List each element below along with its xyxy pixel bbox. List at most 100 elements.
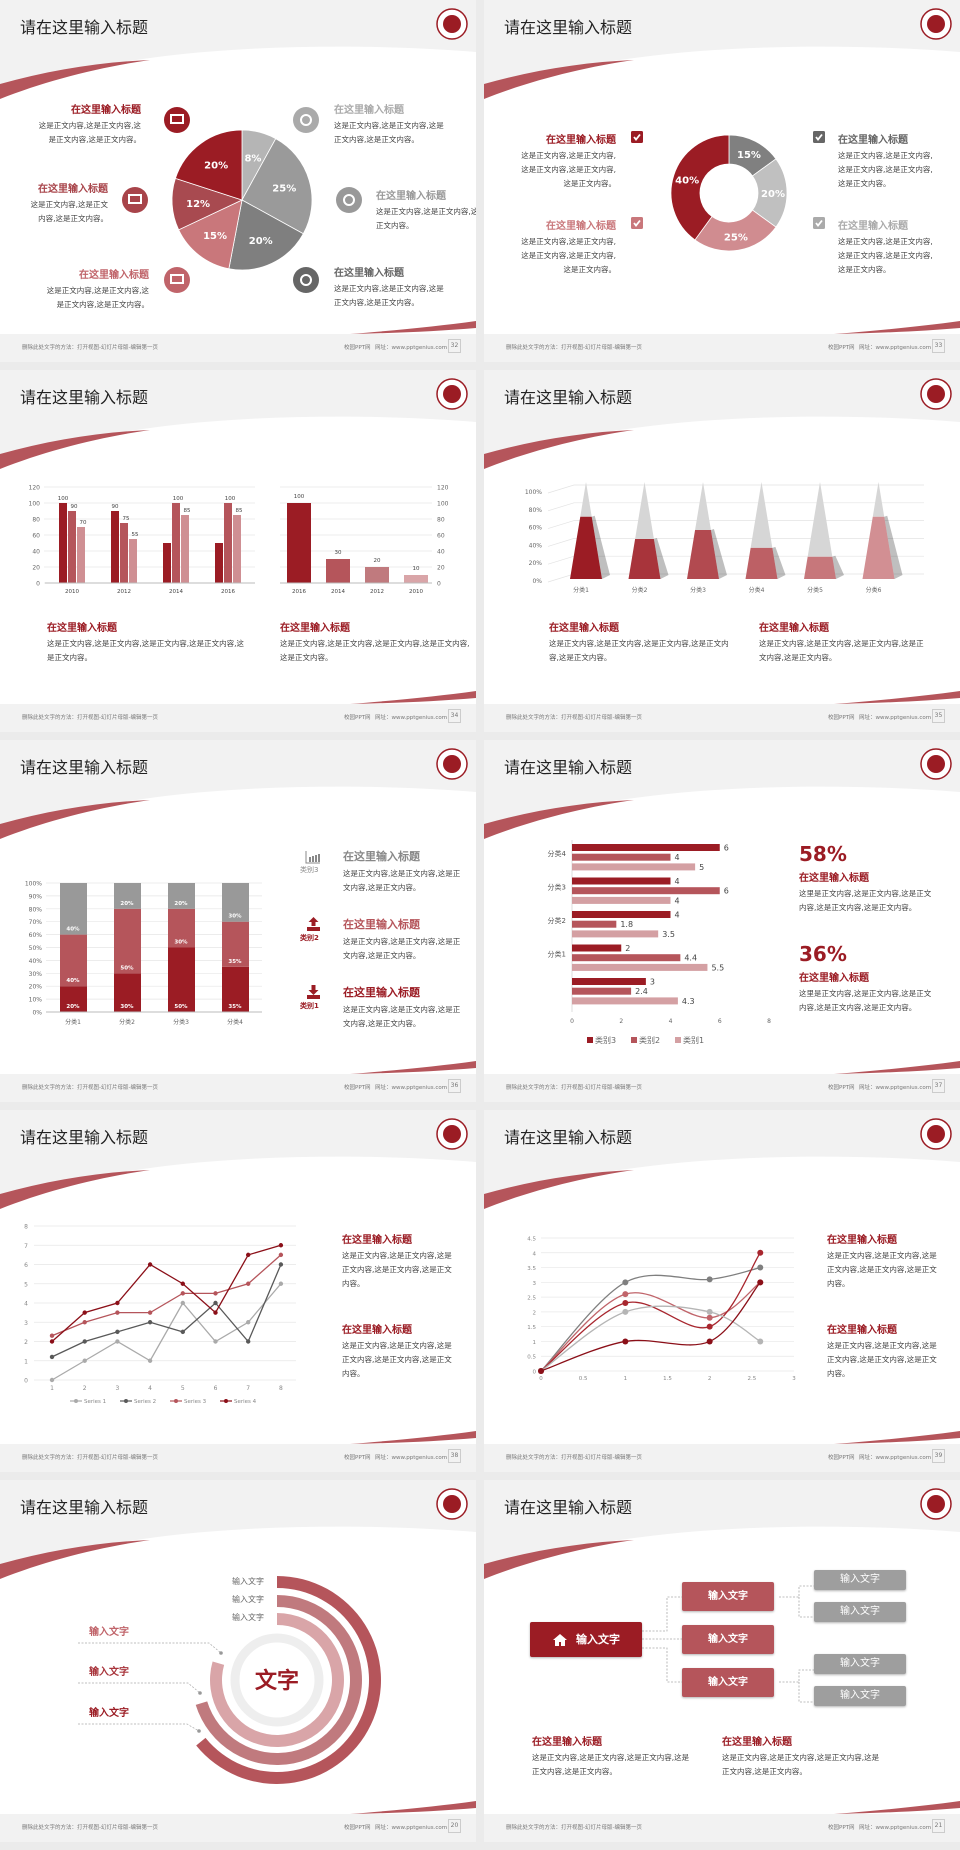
y-tick-label: 2.5 <box>527 1296 536 1302</box>
block-title: 在这里输入标题 <box>342 1235 412 1246</box>
y-tick-label: 60% <box>529 525 543 532</box>
data-point <box>622 1279 629 1286</box>
data-point <box>757 1264 764 1271</box>
legend-marker <box>174 1399 178 1403</box>
data-point <box>622 1308 629 1315</box>
legend-swatch <box>675 1037 681 1043</box>
y-tick-label: 4.5 <box>527 1237 536 1243</box>
bar <box>572 877 671 885</box>
pyramid-side <box>653 537 669 579</box>
series-line <box>51 1264 282 1358</box>
footer-url: 网址：www.pptgenius.com <box>375 1085 448 1091</box>
bar-value-label: 3.5 <box>662 930 675 939</box>
y-tick-label: 100% <box>525 489 542 496</box>
block-title: 在这里输入标题 <box>546 135 616 146</box>
pyramid-fill <box>687 530 719 579</box>
data-point <box>213 1310 218 1315</box>
data-point <box>49 1354 55 1360</box>
bar-value-label: 100 <box>225 496 236 502</box>
red-swoosh-bottom <box>350 321 476 334</box>
block-title: 在这里输入标题 <box>280 623 350 634</box>
bar <box>215 543 223 583</box>
pie-slice <box>174 129 243 201</box>
x-tick-label: 分类4 <box>749 586 765 594</box>
data-point <box>246 1320 251 1325</box>
y-tick-label: 8 <box>24 1224 28 1231</box>
footer-site: 校园PPT网 <box>344 1825 371 1831</box>
data-point <box>278 1262 284 1267</box>
y-tick-label: 40 <box>32 549 40 556</box>
logo-center <box>927 755 945 773</box>
root-node[interactable]: 输入文字 <box>530 1622 642 1657</box>
bar-value-label: 100 <box>294 494 305 500</box>
ring-label: 输入文字 <box>232 1594 264 1604</box>
y-tick-label: 120 <box>437 485 449 492</box>
red-swoosh-bottom <box>350 1061 476 1074</box>
block-title: 在这里输入标题 <box>546 221 616 232</box>
leaf-node[interactable]: 输入文字 <box>814 1570 906 1590</box>
mid-node[interactable]: 输入文字 <box>682 1582 774 1611</box>
dashed-connector <box>78 1642 222 1654</box>
block-title: 在这里输入标题 <box>827 1235 897 1246</box>
red-swoosh-top <box>484 800 634 839</box>
footer-url: 网址：www.pptgenius.com <box>859 1825 932 1831</box>
stacked-segment <box>60 986 87 1012</box>
slide-title: 请在这里输入标题 <box>504 18 633 37</box>
block-body: 这是正文内容,这是正文内容,这是正文内容,这是正文内容,这是正文内容。 <box>827 1251 937 1288</box>
legend-label: Series 3 <box>184 1399 207 1405</box>
upload-icon <box>307 927 320 931</box>
y-tick-label: 80 <box>32 517 40 524</box>
legend-label: 类别3 <box>595 1035 616 1045</box>
binoculars-icon <box>336 187 362 213</box>
pyramid-side <box>832 555 844 579</box>
side-label: 输入文字 <box>89 1665 129 1678</box>
bar-glyph <box>312 856 314 862</box>
block-body: 这是正文内容,这是正文内容,这是正文内容,这是正文内容,这是正文内容。 <box>521 151 616 188</box>
data-point <box>538 1368 544 1374</box>
red-swoosh-bottom <box>350 1801 476 1814</box>
data-point <box>147 1262 153 1267</box>
x-tick-label: 2014 <box>331 589 345 595</box>
bar-value-label: 90 <box>112 504 119 510</box>
footer-url: 网址：www.pptgenius.com <box>859 715 932 721</box>
footer-site: 校园PPT网 <box>828 1825 855 1831</box>
footer-site: 校园PPT网 <box>828 715 855 721</box>
text-block: 在这里输入标题 这里是正文内容,这是正文内容,这是正文内容,这是正文内容,这是正文… <box>799 969 934 1015</box>
ring-arc <box>196 1576 382 1784</box>
series-curve <box>540 1266 761 1372</box>
checkmark-icon <box>633 133 641 141</box>
stacked-segment <box>168 947 195 1012</box>
red-swoosh-bottom <box>834 1801 960 1814</box>
data-point <box>82 1320 87 1325</box>
x-tick-label: 分类2 <box>119 1018 135 1026</box>
y-tick-label: 20% <box>529 560 543 567</box>
bar <box>572 987 632 995</box>
slide-8: 请在这里输入标题 删除此处文字的方法：打开视图-幻灯片母版-编辑第一页 校园PPT网… <box>484 1110 960 1472</box>
bar <box>572 963 708 971</box>
bar <box>111 511 119 583</box>
bar <box>120 523 128 583</box>
y-tick-label: 100 <box>29 501 41 508</box>
bar <box>172 503 180 583</box>
bar-value-label: 5.5 <box>711 963 724 972</box>
category-label: 类别1 <box>300 1002 319 1010</box>
header-band <box>484 740 960 832</box>
bar-value-label: 4.3 <box>682 997 695 1006</box>
text-block: 在这里输入标题 这是正文内容,这是正文内容,这是正文内容,这是正文内容,这是正文内… <box>280 619 470 665</box>
legend-swatch <box>587 1037 593 1043</box>
slide-title: 请在这里输入标题 <box>20 18 149 37</box>
text-block: 在这里输入标题 这是正文内容,这是正文内容,这是正文内容,这是正文内容,这是正文内… <box>342 1231 457 1291</box>
block-body: 这是正文内容,这是正文内容,这是正文内容,这是正文内容,这是正文内容。 <box>521 237 616 274</box>
leaf-node[interactable]: 输入文字 <box>814 1654 906 1674</box>
text-block: 在这里输入标题 这是正文内容,这是正文内容,这是正文内容,这是正文内容,这是正文内… <box>342 1321 457 1381</box>
leaf-node[interactable]: 输入文字 <box>814 1686 906 1706</box>
y-tick-label: 2 <box>533 1310 537 1316</box>
bar-value-label: 6 <box>724 844 729 853</box>
page-number: 38 <box>448 1449 461 1463</box>
x-tick-label: 1 <box>624 1376 628 1382</box>
mid-node[interactable]: 输入文字 <box>682 1668 774 1697</box>
checkmark-icon <box>633 219 641 227</box>
leaf-node[interactable]: 输入文字 <box>814 1602 906 1622</box>
horizontal-bar-chart: 0 2 4 6 8 6 4 5 分类4 4 6 4 分类3 4 1.8 3.5 分类2 2 4.4 5.5 分类1 32.… <box>548 840 771 1045</box>
mid-node[interactable]: 输入文字 <box>682 1625 774 1654</box>
